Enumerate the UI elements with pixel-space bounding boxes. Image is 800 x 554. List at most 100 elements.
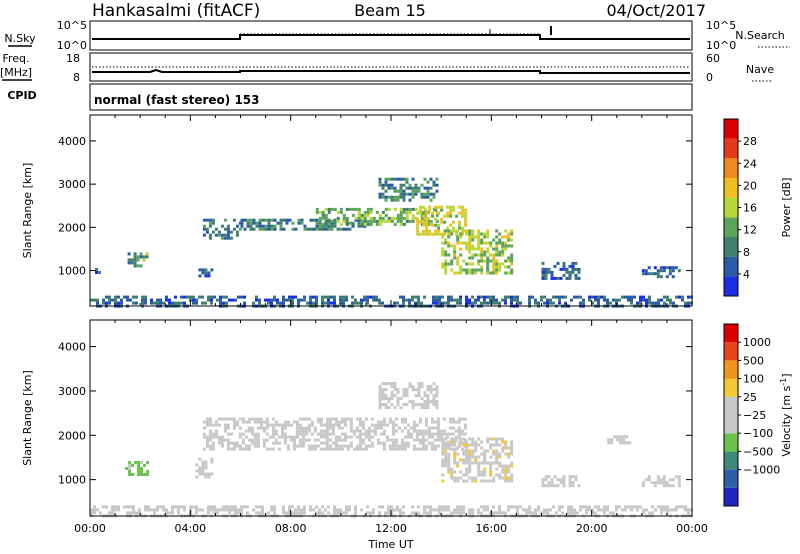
data-cell-p0-r0 — [483, 298, 486, 302]
data-cell-p1-r3 — [421, 444, 425, 448]
data-cell-p1-r3 — [433, 438, 437, 442]
data-cell-p0-r10 — [541, 273, 545, 277]
data-cell-p0-r0 — [282, 301, 285, 305]
data-cell-p0-r10 — [571, 264, 575, 268]
data-cell-p0-r0 — [486, 301, 489, 305]
data-cell-p1-r5 — [504, 446, 508, 450]
data-cell-p1-r3 — [247, 447, 251, 451]
data-cell-p1-r0 — [600, 508, 603, 512]
data-cell-p0-r9 — [498, 253, 502, 257]
data-cell-p1-r4 — [429, 400, 433, 404]
data-cell-p0-r0 — [159, 301, 162, 305]
data-cell-p0-r9 — [444, 229, 448, 233]
data-cell-p0-r7 — [429, 177, 433, 181]
data-cell-p0-r8 — [416, 220, 420, 224]
data-cell-p1-r3 — [256, 435, 260, 439]
data-cell-p1-r3 — [385, 435, 389, 439]
data-cell-p1-r3 — [325, 435, 329, 439]
data-cell-p1-r3 — [418, 429, 422, 433]
data-cell-p1-r3 — [271, 423, 275, 427]
data-cell-p0-r0 — [357, 301, 360, 305]
data-cell-p0-r7 — [432, 180, 436, 184]
data-cell-p1-r3 — [427, 429, 431, 433]
data-cell-p0-r10 — [571, 261, 575, 265]
data-cell-p1-r3 — [241, 441, 245, 445]
data-cell-p0-r7 — [423, 177, 427, 181]
data-cell-p0-r7 — [435, 177, 439, 181]
data-cell-p0-r0 — [672, 301, 675, 305]
data-cell-p0-r9 — [492, 247, 496, 251]
data-cell-p0-r2 — [133, 261, 137, 265]
data-cell-p1-r3 — [349, 429, 353, 433]
data-cell-p1-r3 — [271, 435, 275, 439]
data-cell-p1-r3 — [331, 441, 335, 445]
data-cell-p0-r11 — [656, 275, 660, 279]
data-cell-p1-r4 — [402, 391, 406, 395]
data-cell-p1-r3 — [400, 444, 404, 448]
data-cell-p0-r0 — [621, 295, 624, 299]
data-cell-p0-r4 — [229, 230, 233, 234]
data-cell-p1-r0 — [516, 508, 519, 512]
data-cell-p0-r0 — [201, 301, 204, 305]
data-cell-p0-r5 — [273, 224, 277, 228]
data-cell-p1-r3 — [295, 429, 299, 433]
data-cell-p0-r0 — [654, 301, 657, 305]
data-cell-p1-r3 — [442, 432, 446, 436]
data-cell-p1-r3 — [220, 438, 224, 442]
data-cell-p1-r2 — [207, 475, 211, 479]
data-cell-p0-r9 — [447, 232, 451, 236]
data-cell-p1-r0 — [354, 508, 357, 512]
data-cell-p1-r4 — [381, 382, 385, 386]
data-cell-p1-r5 — [462, 458, 466, 462]
data-cell-p1-r3 — [277, 441, 281, 445]
data-cell-p1-r4 — [411, 400, 415, 404]
data-cell-p1-r5 — [510, 479, 514, 483]
data-cell-p1-r5 — [450, 440, 454, 444]
data-cell-p1-r3 — [205, 420, 209, 424]
data-cell-p1-r3 — [292, 444, 296, 448]
data-cell-p1-r5 — [468, 476, 472, 480]
data-cell-p1-r5 — [456, 452, 460, 456]
data-cell-p0-r9 — [498, 238, 502, 242]
data-cell-p1-r5 — [495, 467, 499, 471]
data-cell-p1-r1 — [146, 470, 150, 473]
data-cell-p1-r3 — [310, 423, 314, 427]
data-cell-p0-r3 — [207, 274, 211, 278]
data-cell-p1-r3 — [223, 429, 227, 433]
data-cell-p0-r6 — [360, 222, 364, 226]
data-cell-p1-r0 — [456, 505, 459, 509]
data-cell-p1-r5 — [450, 473, 454, 477]
data-cell-p1-r0 — [471, 508, 474, 512]
data-cell-p1-r0 — [309, 505, 312, 509]
data-cell-p0-r7 — [402, 183, 406, 187]
data-cell-p1-r3 — [268, 423, 272, 427]
data-cell-p1-r3 — [391, 423, 395, 427]
data-cell-p0-r4 — [229, 236, 233, 240]
data-cell-p1-r3 — [283, 432, 287, 436]
data-cell-p0-r0 — [564, 295, 567, 299]
data-cell-p0-r4 — [235, 224, 239, 228]
data-cell-p0-r0 — [309, 301, 312, 305]
data-cell-p1-r0 — [96, 508, 99, 512]
data-cell-p1-r3 — [250, 429, 254, 433]
data-cell-p0-r9 — [501, 244, 505, 248]
data-cell-p0-r9 — [447, 229, 451, 233]
data-cell-p0-r10 — [574, 273, 578, 277]
data-cell-p0-r9 — [468, 256, 472, 260]
data-cell-p0-r9 — [453, 247, 457, 251]
data-cell-p0-r9 — [477, 229, 481, 233]
data-cell-p1-r0 — [126, 505, 129, 509]
data-cell-p1-r5 — [471, 479, 475, 483]
data-cell-p1-r3 — [271, 429, 275, 433]
data-cell-p0-r6 — [345, 207, 349, 211]
data-cell-p1-r5 — [468, 443, 472, 447]
data-cell-p1-r0 — [570, 505, 573, 509]
data-cell-p1-r3 — [286, 435, 290, 439]
data-cell-p0-r6 — [318, 210, 322, 214]
data-cell-p0-r0 — [369, 295, 372, 299]
data-cell-p1-r3 — [292, 420, 296, 424]
data-cell-p1-r0 — [648, 511, 651, 515]
colorbar-swatch — [724, 378, 738, 397]
data-cell-p0-r10 — [559, 276, 563, 280]
data-cell-p1-r3 — [262, 429, 266, 433]
